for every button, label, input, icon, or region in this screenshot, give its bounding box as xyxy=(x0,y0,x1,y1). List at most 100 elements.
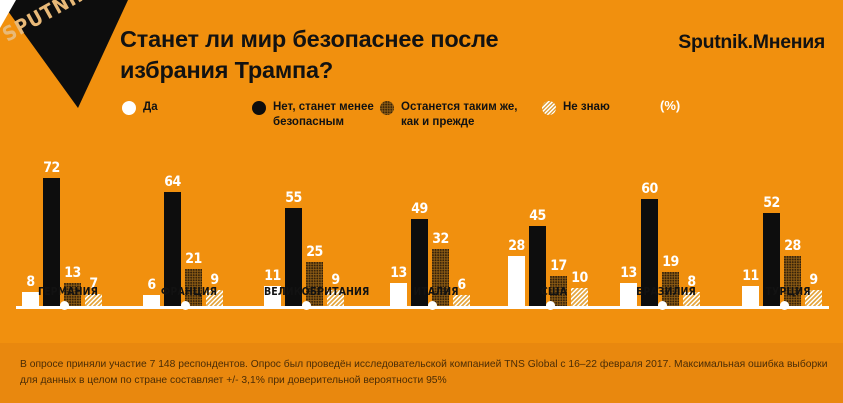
bar-slot: 72 xyxy=(43,156,60,306)
legend-item-dont-know: Не знаю xyxy=(542,100,610,115)
bar-yes[interactable] xyxy=(742,286,759,306)
group-label-wrap: ВЕЛИКОБРИТАНИЯ xyxy=(264,276,370,306)
group-label-wrap: ИТАЛИЯ xyxy=(390,276,482,306)
bar-slot: 28 xyxy=(784,156,801,306)
bar-slot: 52 xyxy=(763,156,780,306)
chart-baseline xyxy=(16,306,829,309)
bar-dk[interactable] xyxy=(805,289,822,306)
bar-yes[interactable] xyxy=(143,295,160,306)
bar-dk[interactable] xyxy=(683,291,700,306)
bar-slot: 8 xyxy=(683,156,700,306)
bar-group: 13 60 19 8 БРАЗИЛИЯ xyxy=(620,156,712,310)
group-marker-dot-icon xyxy=(658,301,667,310)
group-label-wrap: БРАЗИЛИЯ xyxy=(620,276,712,306)
bar-group: 11 52 28 9 ТУРЦИЯ xyxy=(742,156,834,310)
bar-slot: 55 xyxy=(285,156,302,306)
bar-value-label: 8 xyxy=(687,273,696,290)
legend-label-yes: Да xyxy=(143,101,158,113)
legend-label-no: Нет, станет менее безопасным xyxy=(273,101,374,129)
page-title: Станет ли мир безопаснее после избрания … xyxy=(120,26,499,84)
group-marker-dot-icon xyxy=(546,301,555,310)
bar-slot: 8 xyxy=(22,156,39,306)
bar-no[interactable] xyxy=(285,208,302,306)
bar-no[interactable] xyxy=(43,177,60,306)
country-label: ФРАНЦИЯ xyxy=(160,286,218,298)
bar-no[interactable] xyxy=(411,218,428,306)
legend-item-same: Останется таким же, как и прежде xyxy=(380,100,518,130)
bar-slot: 13 xyxy=(390,156,407,306)
bar-slot: 19 xyxy=(662,156,679,306)
bar-yes[interactable] xyxy=(620,282,637,306)
bar-same[interactable] xyxy=(185,268,202,306)
bar-value-label: 9 xyxy=(809,271,818,288)
country-label: БРАЗИЛИЯ xyxy=(636,286,696,298)
bar-value-label: 8 xyxy=(26,273,35,290)
bar-value-label: 6 xyxy=(457,277,466,294)
bar-value-label: 55 xyxy=(285,190,302,207)
legend-percent-marker: (%) xyxy=(660,98,681,113)
group-marker-dot-icon xyxy=(181,301,190,310)
bar-same[interactable] xyxy=(306,261,323,306)
bar-slot: 7 xyxy=(85,156,102,306)
bar-slot: 9 xyxy=(327,156,344,306)
bar-group-bars: 8 72 13 7 xyxy=(22,156,102,306)
bar-yes[interactable] xyxy=(508,256,525,306)
bar-yes[interactable] xyxy=(264,286,281,306)
bar-dk[interactable] xyxy=(327,289,344,306)
bar-chart: 8 72 13 7 ГЕРМАНИЯ 6 64 21 9 ФРАНЦИЯ 11 55 25 9 ВЕЛИКО… xyxy=(0,140,843,340)
bar-group-bars: 13 49 32 6 xyxy=(390,156,470,306)
group-marker-dot-icon xyxy=(302,301,311,310)
bar-value-label: 10 xyxy=(571,270,588,287)
bar-value-label: 6 xyxy=(147,277,156,294)
bar-value-label: 28 xyxy=(784,238,801,255)
brand-label: Sputnik.Мнения xyxy=(678,31,825,53)
group-label-wrap: США xyxy=(508,276,600,306)
bar-no[interactable] xyxy=(641,199,658,306)
bar-slot: 28 xyxy=(508,156,525,306)
bar-group: 13 49 32 6 ИТАЛИЯ xyxy=(390,156,482,310)
circle-solid-white-icon xyxy=(122,101,136,115)
bar-dk[interactable] xyxy=(85,293,102,306)
bar-dk[interactable] xyxy=(571,288,588,306)
bar-slot: 64 xyxy=(164,156,181,306)
bar-group-bars: 13 60 19 8 xyxy=(620,156,700,306)
logo-triangle-icon xyxy=(0,0,128,108)
bar-value-label: 21 xyxy=(185,250,202,267)
bar-value-label: 32 xyxy=(432,231,449,248)
bar-slot: 60 xyxy=(641,156,658,306)
bar-value-label: 64 xyxy=(164,174,181,191)
bar-no[interactable] xyxy=(763,213,780,306)
legend-item-yes: Да xyxy=(122,100,158,115)
legend-label-same: Останется таким же, как и прежде xyxy=(401,101,518,129)
bar-same[interactable] xyxy=(662,272,679,306)
bar-same[interactable] xyxy=(64,282,81,306)
circle-dotted-brown-icon xyxy=(380,101,394,115)
bar-dk[interactable] xyxy=(206,289,223,306)
bar-same[interactable] xyxy=(432,249,449,306)
country-label: ВЕЛИКОБРИТАНИЯ xyxy=(264,286,370,298)
bar-group-bars: 11 52 28 9 xyxy=(742,156,822,306)
country-label: ИТАЛИЯ xyxy=(413,286,459,298)
group-label-wrap: ГЕРМАНИЯ xyxy=(22,276,114,306)
circle-solid-black-icon xyxy=(252,101,266,115)
bar-group-bars: 11 55 25 9 xyxy=(264,156,344,306)
bar-value-label: 13 xyxy=(64,264,81,281)
legend-label-dont-know: Не знаю xyxy=(563,101,610,113)
bar-group: 11 55 25 9 ВЕЛИКОБРИТАНИЯ xyxy=(264,156,370,310)
bar-value-label: 19 xyxy=(662,254,679,271)
bar-yes[interactable] xyxy=(390,282,407,306)
logo-wordmark: SPUTNIK xyxy=(0,0,94,47)
sputnik-logo: SPUTNIK xyxy=(0,0,128,108)
bar-dk[interactable] xyxy=(453,295,470,306)
footnote-text: В опросе приняли участие 7 148 респонден… xyxy=(20,359,828,386)
bar-slot: 13 xyxy=(64,156,81,306)
bar-no[interactable] xyxy=(164,192,181,306)
bar-no[interactable] xyxy=(529,225,546,306)
bar-value-label: 72 xyxy=(43,159,60,176)
bar-same[interactable] xyxy=(550,275,567,306)
bar-group-bars: 28 45 17 10 xyxy=(508,156,588,306)
bar-yes[interactable] xyxy=(22,291,39,306)
bar-same[interactable] xyxy=(784,256,801,306)
bar-slot: 9 xyxy=(805,156,822,306)
legend-item-no: Нет, станет менее безопасным xyxy=(252,100,374,130)
